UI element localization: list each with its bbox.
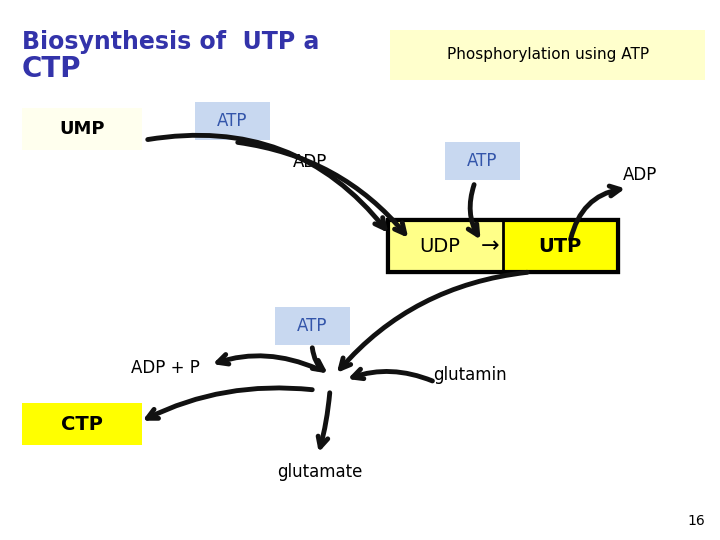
- FancyBboxPatch shape: [389, 221, 504, 271]
- Text: glutamate: glutamate: [277, 463, 363, 481]
- Text: ADP: ADP: [293, 153, 327, 171]
- FancyBboxPatch shape: [445, 142, 520, 180]
- Text: ATP: ATP: [467, 152, 498, 170]
- FancyBboxPatch shape: [22, 403, 142, 445]
- Text: 16: 16: [688, 514, 705, 528]
- Text: ADP + P: ADP + P: [130, 359, 199, 377]
- FancyBboxPatch shape: [195, 102, 270, 140]
- Text: Biosynthesis of  UTP a: Biosynthesis of UTP a: [22, 30, 320, 54]
- FancyBboxPatch shape: [390, 30, 705, 80]
- Text: UMP: UMP: [59, 120, 104, 138]
- Text: CTP: CTP: [22, 55, 81, 83]
- Text: glutamin: glutamin: [433, 366, 507, 384]
- Text: ATP: ATP: [297, 317, 328, 335]
- FancyBboxPatch shape: [275, 307, 350, 345]
- Text: ATP: ATP: [217, 112, 247, 130]
- Text: ADP: ADP: [623, 166, 657, 184]
- FancyBboxPatch shape: [22, 108, 142, 150]
- FancyBboxPatch shape: [388, 220, 618, 272]
- Text: Phosphorylation using ATP: Phosphorylation using ATP: [447, 48, 649, 63]
- Text: →: →: [481, 236, 499, 256]
- Text: UDP: UDP: [420, 237, 460, 255]
- Text: CTP: CTP: [61, 415, 103, 434]
- FancyBboxPatch shape: [504, 221, 617, 271]
- Bar: [388, 220, 618, 272]
- Text: UTP: UTP: [539, 237, 582, 255]
